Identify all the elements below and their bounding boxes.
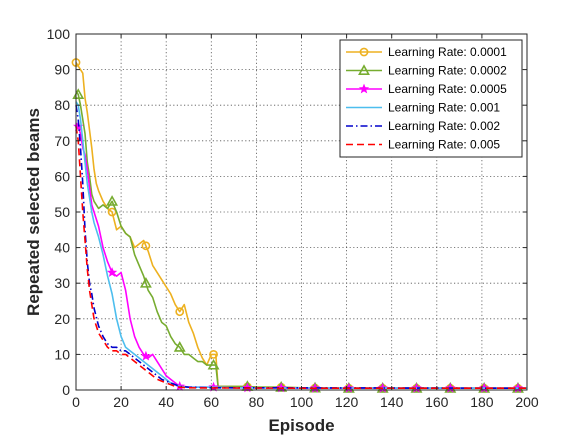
y-tick-label: 20 [54,311,70,327]
legend-entry: Learning Rate: 0.005 [346,138,500,152]
series-marker-circle [359,47,369,57]
x-tick-label: 100 [290,394,314,410]
legend-label: Learning Rate: 0.005 [388,138,500,152]
series-marker-triangle [358,64,370,75]
x-tick-label: 140 [380,394,404,410]
series-group [71,58,528,393]
y-tick-label: 40 [54,240,70,256]
x-tick-label: 160 [425,394,449,410]
legend-entry: Learning Rate: 0.002 [346,119,500,133]
legend-label: Learning Rate: 0.0002 [388,64,507,78]
x-tick-label: 20 [113,394,129,410]
legend-entry: Learning Rate: 0.0002 [346,64,507,78]
y-tick-label: 0 [62,382,70,398]
series-marker-star [106,267,118,277]
x-tick-label: 40 [158,394,174,410]
y-tick-label: 50 [54,204,70,220]
x-tick-label: 180 [470,394,494,410]
x-tick-label: 0 [72,394,80,410]
y-tick-label: 70 [54,133,70,149]
series-5 [75,105,528,390]
series-marker-circle [209,349,218,359]
legend: Learning Rate: 0.0001 Learning Rate: 0.00… [339,39,523,158]
series-marker-circle [107,207,117,217]
x-axis-label: Episode [268,416,334,435]
series-6 [75,126,527,390]
legend-label: Learning Rate: 0.002 [388,119,500,133]
y-tick-label: 90 [54,62,70,78]
series-marker-circle [141,241,151,251]
x-tick-label: 120 [335,394,359,410]
legend-label: Learning Rate: 0.0001 [388,45,507,59]
y-tick-label: 80 [54,97,70,113]
legend-box [339,39,523,158]
legend-label: Learning Rate: 0.0005 [388,82,507,96]
series-marker-star [140,350,152,361]
legend-label: Learning Rate: 0.001 [388,101,500,115]
series-line [75,101,528,390]
x-tick-label: 60 [204,394,220,410]
y-tick-label: 10 [54,346,70,362]
y-tick-label: 30 [54,275,70,291]
legend-entry: Learning Rate: 0.0005 [346,82,507,96]
series-marker-circle [175,307,185,317]
legend-entry: Learning Rate: 0.001 [346,101,500,115]
series-marker-triangle [139,276,152,288]
y-axis-label: Repeated selected beams [24,108,43,316]
legend-entry: Learning Rate: 0.0001 [346,45,507,59]
series-line [75,90,527,390]
series-line [75,126,527,390]
series-marker-triangle [207,358,220,370]
series-marker-star [358,83,370,94]
x-tick-label: 200 [515,394,539,410]
x-tick-label: 80 [249,394,265,410]
axis-ticks: 0 20 40 60 80 100 120 140 160 180 200 0 10 20 30 40 50 60… [47,26,539,410]
series-4 [75,101,528,390]
series-marker-triangle [106,195,119,206]
y-tick-label: 100 [47,26,71,42]
y-tick-label: 60 [54,168,70,184]
series-line [75,105,528,390]
series-marker-triangle [173,341,186,352]
